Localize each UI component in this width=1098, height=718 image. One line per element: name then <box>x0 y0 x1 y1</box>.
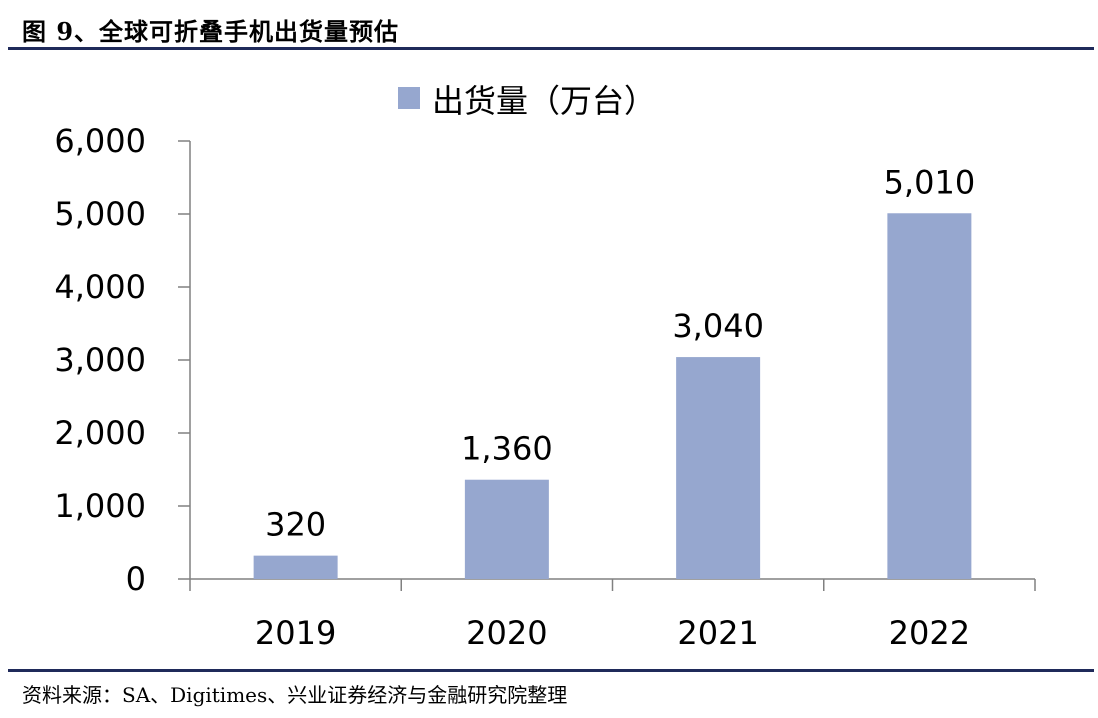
y-tick-label: 3,000 <box>54 341 146 379</box>
x-tick-label-2022: 2022 <box>889 614 970 652</box>
legend-swatch <box>398 87 420 109</box>
y-tick-label: 0 <box>126 560 146 598</box>
source-note: 资料来源：SA、Digitimes、兴业证券经济与金融研究院整理 <box>22 683 568 707</box>
y-tick-label: 4,000 <box>54 268 146 306</box>
bar-2021 <box>676 357 761 579</box>
data-label-2021: 3,040 <box>672 307 764 345</box>
y-tick-label: 2,000 <box>54 414 146 452</box>
bar-2022 <box>887 213 972 579</box>
y-tick-label: 1,000 <box>54 487 146 525</box>
bar-2020 <box>464 479 549 579</box>
figure-title: 图 9、全球可折叠手机出货量预估 <box>22 17 400 46</box>
y-tick-label: 5,000 <box>54 195 146 233</box>
data-label-2019: 320 <box>265 506 326 544</box>
data-label-2020: 1,360 <box>461 430 553 468</box>
bar-2019 <box>253 555 338 579</box>
legend: 出货量（万台） <box>398 82 656 120</box>
bars: 320 1,360 3,040 5,010 <box>253 163 976 579</box>
bottom-rule <box>8 669 1094 672</box>
data-label-2022: 5,010 <box>884 163 976 201</box>
y-tick-label: 6,000 <box>54 122 146 160</box>
legend-label: 出货量（万台） <box>432 82 656 120</box>
x-tick-label-2021: 2021 <box>677 614 758 652</box>
x-tick-label-2020: 2020 <box>466 614 547 652</box>
x-tick-label-2019: 2019 <box>255 614 336 652</box>
top-rule <box>8 47 1094 50</box>
